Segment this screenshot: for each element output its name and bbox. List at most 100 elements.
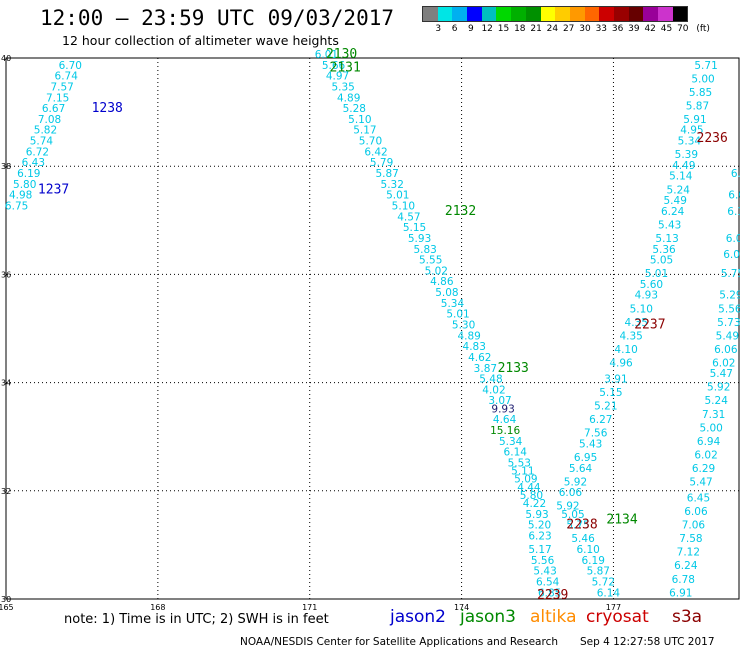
swh-value: 5.71: [694, 60, 717, 72]
swh-value: 6.72: [26, 146, 49, 158]
swh-value: 5.39: [675, 149, 698, 161]
color-scale-label: 24: [546, 24, 559, 34]
swh-value: 5.10: [630, 303, 653, 315]
latitude-label: 36: [1, 270, 11, 279]
track-label: 2130: [326, 47, 357, 62]
longitude-label: 168: [150, 603, 165, 612]
longitude-label: 177: [606, 603, 621, 612]
swh-value: 5.13: [655, 233, 678, 245]
swh-value: 5.24: [667, 184, 691, 196]
color-swatch: [496, 7, 512, 21]
color-swatch: [584, 7, 600, 21]
swh-value: 5.34: [441, 298, 465, 310]
color-scale-label: 30: [579, 24, 591, 34]
swh-value: 6.23: [528, 530, 551, 542]
swh-value: 5.49: [716, 330, 739, 342]
swh-value: 5.32: [381, 179, 404, 191]
color-swatch: [569, 7, 585, 21]
color-swatch: [643, 7, 658, 21]
swh-value: 6.75: [5, 200, 28, 212]
swh-value: 5.14: [669, 171, 693, 183]
color-swatch: [437, 7, 453, 21]
map-title: 12:00 – 23:59 UTC 09/03/2017: [40, 6, 395, 30]
color-swatch: [467, 7, 482, 21]
swh-value: 5.80: [520, 490, 543, 502]
swh-value: 5.10: [392, 200, 415, 212]
latitude-label: 38: [1, 162, 11, 171]
swh-value: 6.06: [684, 506, 708, 518]
swh-value: 5.43: [579, 439, 602, 451]
swh-value: 7.08: [38, 114, 61, 126]
swh-value: 5.93: [525, 509, 548, 521]
footer-note: note: 1) Time is in UTC; 2) SWH is in fe…: [64, 612, 329, 627]
color-scale-label: 33: [595, 24, 608, 34]
swh-value: 5.34: [499, 436, 523, 448]
swh-value: 6.01: [315, 49, 338, 61]
color-swatch: [672, 7, 688, 21]
swh-value: 6.45: [687, 493, 710, 505]
swh-value: 5.30: [452, 320, 475, 332]
swh-value: 5.92: [556, 501, 579, 513]
swh-value: 5.28: [343, 103, 366, 115]
swh-value: 6.54: [536, 576, 560, 588]
longitude-label: 171: [302, 603, 317, 612]
swh-value: 5.48: [479, 374, 502, 386]
swh-value: 4.64: [493, 414, 517, 426]
color-swatch: [423, 7, 438, 21]
swh-value: 5.29: [719, 290, 740, 302]
track-label: 2239: [537, 588, 568, 603]
swh-value: 6.14: [597, 587, 621, 599]
swh-value: 4.57: [397, 211, 420, 223]
track-label: 2238: [566, 518, 597, 533]
swh-value: 5.36: [652, 244, 676, 256]
swh-value: 9.93: [491, 403, 514, 415]
track-label: 1238: [92, 101, 123, 116]
swh-value: 5.75: [566, 520, 589, 532]
swh-value: 4.35: [619, 330, 642, 342]
swh-value: 5.55: [419, 255, 442, 267]
swh-value: 5.43: [658, 219, 681, 231]
swh-value: 5.87: [686, 100, 709, 112]
swh-value: 5.01: [645, 268, 668, 280]
swh-value: 5.87: [375, 168, 398, 180]
swh-value: 7.12: [677, 547, 700, 559]
color-swatch: [628, 7, 644, 21]
swh-value: 4.49: [672, 160, 695, 172]
legend-cryosat: cryosat: [586, 607, 649, 627]
swh-value: 6.02: [694, 449, 717, 461]
latitude-label: 32: [1, 487, 11, 496]
swh-value: 6.04: [731, 168, 740, 180]
color-scale-labels: 3 6 9 12 15 18 21 24 27 30 33 36 39 42 45 70 (ft): [422, 22, 709, 34]
swh-value: 4.44: [517, 482, 541, 494]
swh-value: 15.16: [490, 425, 520, 437]
latitude-label: 34: [1, 379, 11, 388]
swh-value: 5.53: [508, 457, 531, 469]
longitude-label: 165: [0, 603, 14, 612]
swh-value: 5.92: [707, 382, 730, 394]
swh-value: 5.66: [322, 60, 346, 72]
swh-value: 4.83: [463, 341, 486, 353]
swh-value: 3.91: [604, 374, 627, 386]
track-label: 2133: [498, 361, 529, 376]
swh-value: 5.82: [34, 125, 57, 137]
color-scale-legend: 3 6 9 12 15 18 21 24 27 30 33 36 39 42 45 70 (ft): [422, 6, 710, 34]
color-scale-label: 45: [660, 24, 673, 34]
color-scale-label: (ft): [696, 24, 710, 34]
color-scale-label: 12: [481, 24, 493, 34]
swh-value: 5.00: [691, 73, 714, 85]
color-scale-label: 15: [497, 24, 510, 34]
swh-value: 6.11: [727, 206, 740, 218]
swh-value: 5.05: [561, 509, 584, 521]
swh-value: 6.70: [59, 60, 82, 72]
swh-value: 4.95: [680, 125, 703, 137]
plot-frame: [5, 57, 740, 600]
color-swatch: [599, 7, 614, 21]
swh-value: 6.06: [559, 487, 583, 499]
track-label: 2237: [634, 318, 665, 333]
swh-value: 5.64: [569, 463, 593, 475]
swh-value: 6.06: [714, 344, 738, 356]
swh-value: 5.60: [640, 279, 663, 291]
swh-value: 5.49: [664, 195, 687, 207]
